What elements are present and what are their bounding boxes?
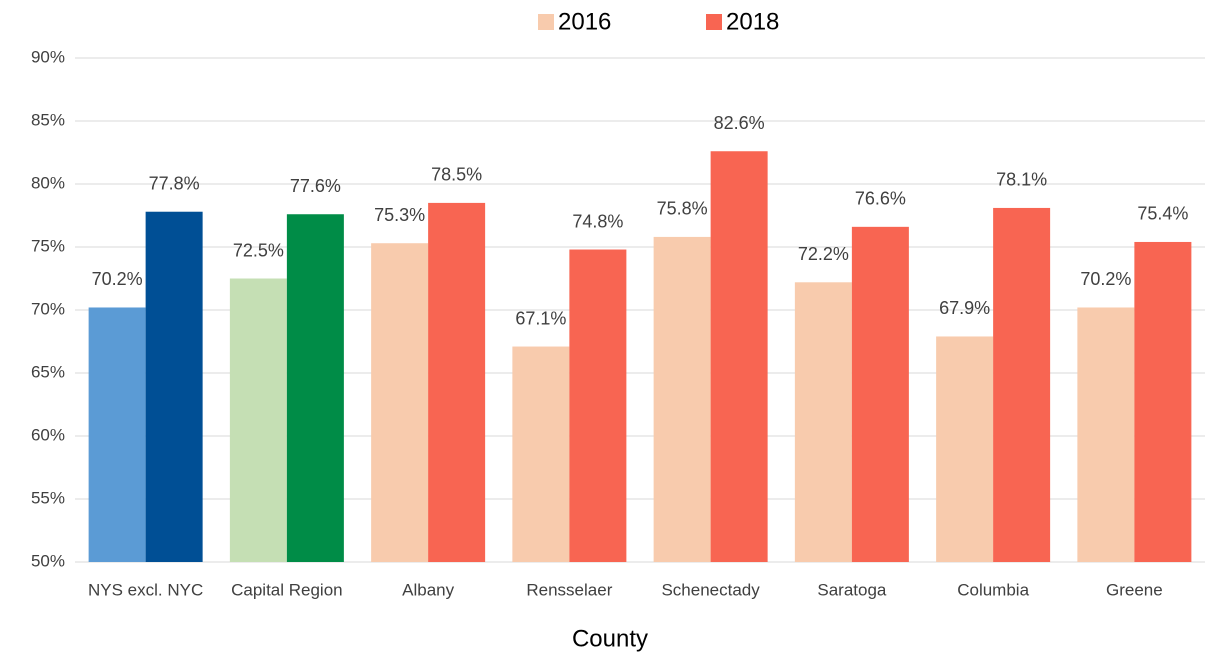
bar [428,202,486,562]
bar [512,346,570,562]
y-tick-label: 85% [31,110,65,129]
bar [794,282,852,562]
x-tick-label: Capital Region [231,580,343,599]
x-tick-label: NYS excl. NYC [88,580,203,599]
bar [229,278,287,562]
bar [993,207,1051,562]
data-label: 70.2% [92,269,143,289]
y-tick-label: 70% [31,299,65,318]
legend-label: 2016 [558,8,611,35]
legend-swatch [706,14,722,30]
y-tick-label: 75% [31,236,65,255]
bar [286,214,344,563]
bar [1077,307,1135,562]
bar [1134,241,1192,562]
y-tick-label: 55% [31,488,65,507]
data-label: 75.4% [1137,204,1188,224]
data-label: 72.5% [233,240,284,260]
data-label: 82.6% [714,113,765,133]
data-label: 77.6% [290,176,341,196]
x-axis-title: County [572,625,648,652]
x-tick-label: Columbia [957,580,1029,599]
x-tick-label: Rensselaer [526,580,612,599]
bar [88,307,146,562]
y-tick-label: 90% [31,47,65,66]
data-label: 75.3% [374,205,425,225]
data-label: 78.1% [996,170,1047,190]
x-tick-label: Schenectady [661,580,760,599]
data-label: 75.8% [657,199,708,219]
bar [569,249,627,562]
bar [145,211,203,562]
bar [851,226,909,562]
data-label: 70.2% [1080,269,1131,289]
x-tick-label: Saratoga [817,580,887,599]
bar [371,243,429,562]
data-label: 74.8% [572,211,623,231]
y-tick-label: 80% [31,173,65,192]
legend-swatch [538,14,554,30]
y-tick-label: 60% [31,425,65,444]
data-label: 77.8% [149,173,200,193]
x-tick-label: Greene [1106,580,1163,599]
data-label: 67.1% [515,308,566,328]
x-tick-label: Albany [402,580,454,599]
bar [936,336,994,562]
legend-label: 2018 [726,8,779,35]
data-label: 76.6% [855,189,906,209]
bar [653,236,711,563]
data-label: 78.5% [431,165,482,185]
data-label: 67.9% [939,298,990,318]
y-tick-label: 65% [31,362,65,381]
data-label: 72.2% [798,244,849,264]
y-tick-label: 50% [31,551,65,570]
bar [710,151,768,563]
